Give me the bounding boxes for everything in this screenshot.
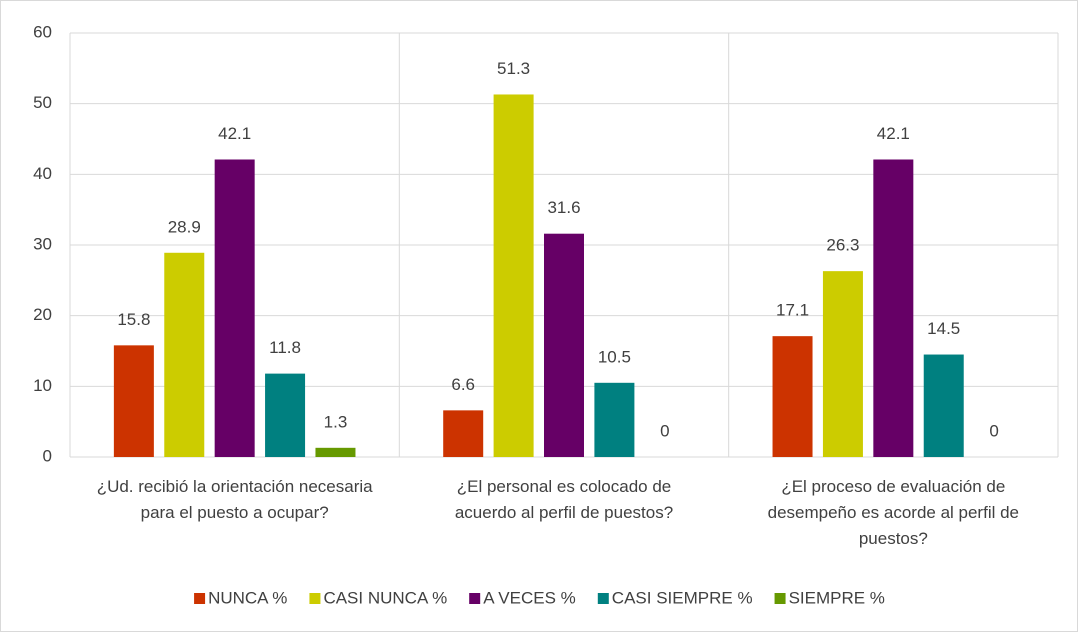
data-label: 14.5: [927, 319, 960, 338]
y-tick-label: 50: [33, 93, 52, 112]
y-tick-label: 10: [33, 376, 52, 395]
legend-swatch: [597, 593, 609, 604]
bar: [164, 252, 205, 457]
data-label: 26.3: [826, 236, 859, 255]
bar: [822, 271, 863, 457]
y-tick-label: 20: [33, 305, 52, 324]
legend-label: SIEMPRE %: [789, 588, 885, 607]
data-label: 42.1: [877, 124, 910, 143]
x-tick-label: ¿El personal es colocado de acuerdo al p…: [454, 477, 674, 522]
data-label: 31.6: [547, 198, 580, 217]
data-label: 10.5: [598, 347, 631, 366]
data-label: 11.8: [269, 338, 301, 357]
x-tick-label: ¿Ud. recibió la orientación necesaria pa…: [96, 477, 373, 522]
data-label: 17.1: [776, 301, 809, 320]
bar: [315, 447, 356, 457]
legend-label: CASI SIEMPRE %: [612, 588, 753, 607]
legend-swatch: [194, 593, 206, 604]
y-tick-label: 60: [33, 22, 52, 41]
legend-label: NUNCA %: [208, 588, 287, 607]
bar: [544, 233, 584, 457]
legend-label: A VECES %: [483, 588, 576, 607]
legend-swatch: [774, 593, 786, 604]
bar: [772, 336, 813, 457]
x-tick-label-box: ¿El personal es colocado de acuerdo al p…: [454, 477, 674, 522]
data-label: 51.3: [497, 59, 530, 78]
legend-label: CASI NUNCA %: [323, 588, 447, 607]
bar: [113, 345, 154, 457]
bar: [214, 159, 255, 457]
data-label: 0: [660, 421, 669, 440]
bar: [594, 382, 635, 457]
legend-swatch: [469, 593, 481, 604]
y-tick-label: 0: [43, 446, 52, 465]
bar: [873, 159, 914, 457]
data-label: 6.6: [451, 375, 475, 394]
y-tick-label: 30: [33, 234, 52, 253]
y-tick-label: 40: [33, 164, 52, 183]
data-label: 15.8: [117, 310, 150, 329]
x-tick-label: ¿El proceso de evaluación de desempeño e…: [767, 477, 1020, 548]
data-label: 28.9: [168, 217, 201, 236]
bar: [443, 410, 484, 457]
x-tick-label-box: ¿Ud. recibió la orientación necesaria pa…: [96, 477, 373, 522]
data-label: 42.1: [218, 124, 251, 143]
legend-swatch: [309, 593, 321, 604]
bar: [493, 94, 534, 457]
bar: [265, 373, 306, 457]
bar: [923, 354, 964, 457]
x-tick-label-box: ¿El proceso de evaluación de desempeño e…: [767, 477, 1020, 548]
data-label: 0: [989, 421, 998, 440]
data-label: 1.3: [324, 412, 348, 431]
